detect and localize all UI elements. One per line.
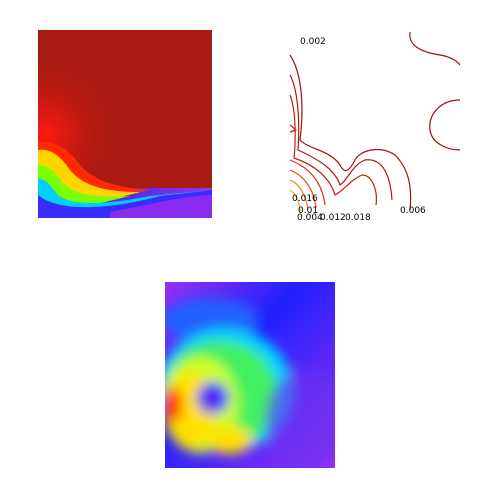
contour-line [289, 169, 317, 209]
contour-line [289, 189, 301, 213]
heat-region [265, 370, 335, 468]
contour-label: 0.006 [400, 206, 426, 216]
contour-line [289, 54, 412, 211]
contour-panel: 0.002 0.016 0.01 0.004 0.012 0.018 0.006 [289, 31, 461, 223]
contour-line [289, 74, 393, 201]
heatmap-panel [165, 282, 335, 468]
heat-region [206, 396, 218, 408]
contour-label: 0.01 [298, 206, 318, 216]
heat-region [165, 387, 182, 423]
contour-label: 0.016 [292, 194, 318, 204]
heat-region [208, 426, 252, 454]
contour-label: 0.012 [320, 213, 346, 223]
contour-line [409, 31, 461, 66]
contour-line [289, 159, 326, 206]
contour-label: 0.004 [297, 213, 323, 223]
contour-line [289, 179, 309, 211]
contour-label: 0.002 [300, 37, 326, 47]
surface-band [110, 195, 212, 218]
contour-label: 0.018 [345, 213, 371, 223]
contour-line [289, 94, 377, 206]
contour-line [429, 99, 461, 151]
surface-panel [38, 30, 212, 218]
contour-line [289, 124, 298, 133]
